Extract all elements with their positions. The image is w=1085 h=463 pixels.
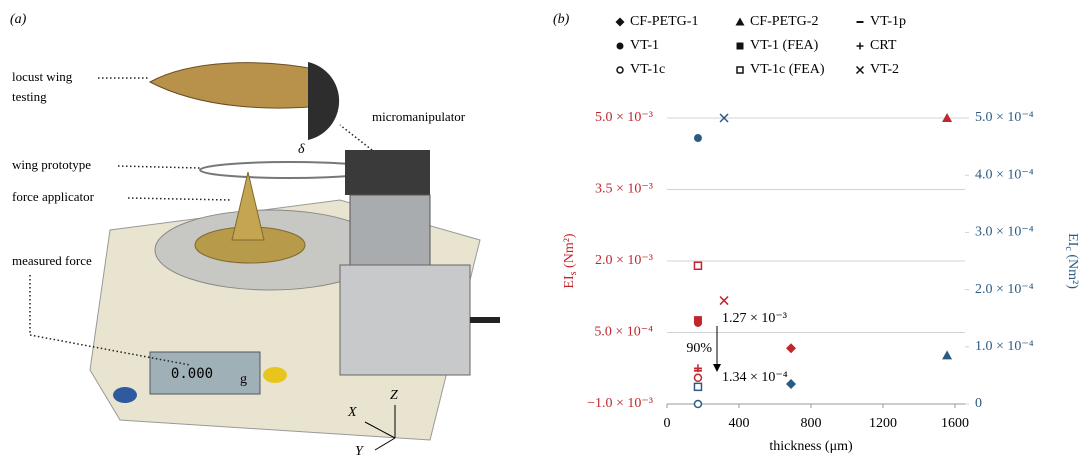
axis-label: Z (390, 388, 398, 403)
axis-label-part: EI (1065, 233, 1080, 247)
wing-holder (308, 62, 339, 140)
manipulator-stage (350, 195, 430, 265)
y2-tick-label: 1.0 × 10⁻⁴ (975, 339, 1034, 354)
point (694, 374, 701, 381)
panel-label: (b) (553, 12, 570, 27)
display-value: 0.000 (171, 366, 213, 382)
leader (118, 166, 200, 168)
point (786, 343, 796, 353)
axis-label: Y (355, 444, 365, 458)
point (720, 297, 728, 305)
label: force applicator (12, 189, 95, 204)
point (737, 67, 743, 73)
y-tick-label: 2.0 × 10⁻³ (595, 253, 653, 268)
annotation: 90% (686, 341, 712, 356)
axis-label-part: (Nm²) (562, 233, 577, 271)
x-tick-label: 800 (801, 416, 822, 431)
y2-tick-label: 4.0 × 10⁻⁴ (975, 167, 1034, 182)
label: δ (298, 142, 305, 157)
legend-label: VT-1 (630, 38, 659, 53)
leader (128, 198, 232, 200)
point (617, 43, 624, 50)
legend-label: CF-PETG-2 (750, 14, 818, 29)
annotation-arrowhead (713, 364, 721, 372)
y-tick-label: −1.0 × 10⁻³ (587, 396, 653, 411)
display-unit: g (240, 372, 247, 387)
point (857, 67, 864, 74)
button (113, 387, 137, 403)
x-tick-label: 400 (729, 416, 750, 431)
photo: (a) 0.000 g locust wing testing wing pro… (10, 12, 500, 458)
axis-label: X (347, 405, 357, 420)
point (694, 134, 702, 142)
legend-label: VT-1 (FEA) (750, 38, 819, 53)
y-tick-label: 5.0 × 10⁻⁴ (594, 325, 653, 340)
point (857, 43, 864, 50)
point (694, 262, 701, 269)
point (737, 43, 744, 50)
point (942, 350, 952, 359)
annotation: 1.34 × 10⁻⁴ (722, 370, 788, 385)
label: locust wing (12, 69, 73, 84)
point (616, 18, 625, 27)
point (694, 401, 701, 408)
x-tick-label: 0 (664, 416, 671, 431)
button (263, 367, 287, 383)
label: testing (12, 89, 47, 104)
cone (232, 172, 264, 240)
axis-arrow (375, 438, 395, 450)
axis-label: EIc (Nm²) (1063, 233, 1080, 289)
label: measured force (12, 253, 92, 268)
legend-label: VT-1p (870, 14, 906, 29)
y-tick-label: 3.5 × 10⁻³ (595, 182, 653, 197)
y2-tick-label: 2.0 × 10⁻⁴ (975, 282, 1034, 297)
locust-wing (150, 63, 330, 108)
manipulator-top (345, 150, 430, 195)
point (617, 67, 623, 73)
x-axis-label: thickness (μm) (769, 439, 853, 454)
x-tick-label: 1200 (869, 416, 897, 431)
axis-label-part: EI (562, 275, 577, 289)
legend-label: CRT (870, 38, 897, 53)
axis-label: EIs (Nm²) (562, 233, 579, 288)
y2-tick-label: 3.0 × 10⁻⁴ (975, 225, 1034, 240)
label: wing prototype (12, 157, 91, 172)
leader (340, 125, 372, 150)
figure: (a) 0.000 g locust wing testing wing pro… (0, 0, 1085, 458)
manipulator-base (340, 265, 470, 375)
point (694, 383, 701, 390)
y2-tick-label: 0 (975, 396, 982, 411)
y2-tick-label: 5.0 × 10⁻⁴ (975, 110, 1034, 125)
legend-label: VT-1c (630, 62, 665, 77)
panel-label: (a) (10, 12, 27, 27)
legend-label: VT-2 (870, 62, 899, 77)
axis-label-part: (Nm²) (1065, 251, 1080, 289)
x-tick-label: 1600 (941, 416, 969, 431)
label: micromanipulator (372, 109, 466, 124)
legend-label: VT-1c (FEA) (750, 62, 825, 77)
legend-label: CF-PETG-1 (630, 14, 698, 29)
annotation: 1.27 × 10⁻³ (722, 311, 787, 326)
point (736, 18, 745, 26)
y-tick-label: 5.0 × 10⁻³ (595, 110, 653, 125)
point (694, 316, 702, 324)
